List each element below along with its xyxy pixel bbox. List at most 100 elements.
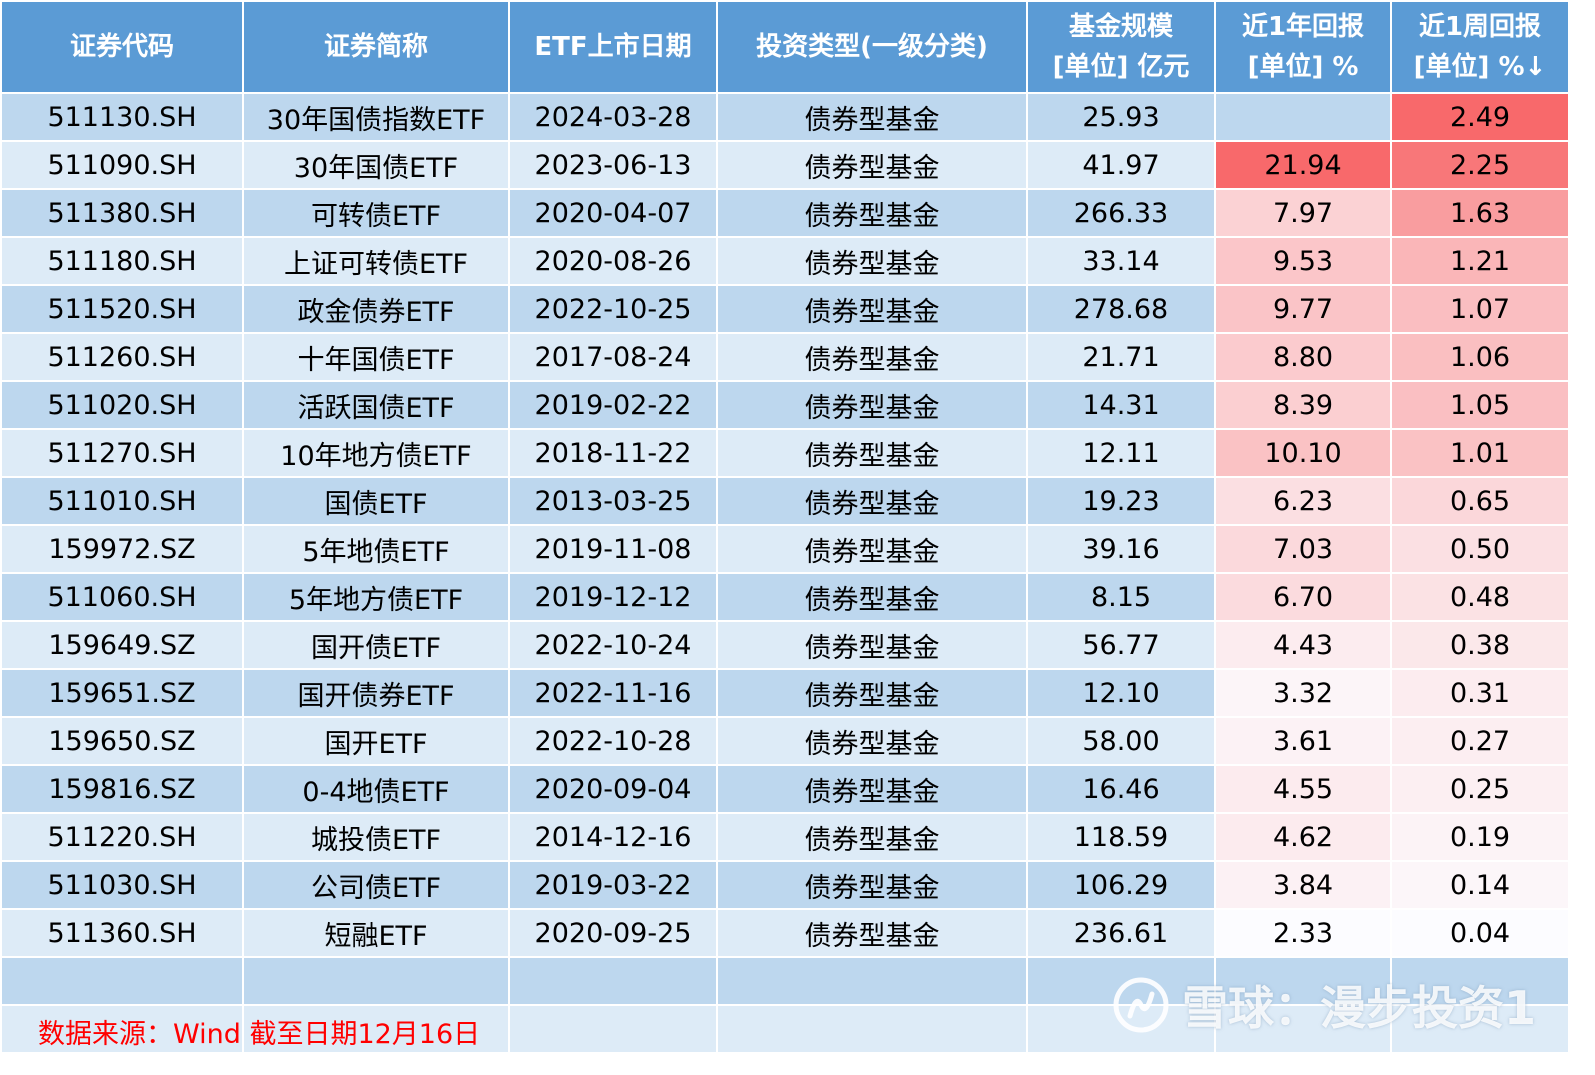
cell-return-1y: 4.43 bbox=[1214, 620, 1392, 670]
cell-scale: 8.15 bbox=[1026, 572, 1216, 622]
cell-return-1w: 2.25 bbox=[1390, 140, 1570, 190]
cell-scale: 16.46 bbox=[1026, 764, 1216, 814]
blank-cell bbox=[508, 1004, 718, 1054]
cell-name: 十年国债ETF bbox=[242, 332, 510, 382]
cell-code: 511030.SH bbox=[0, 860, 244, 910]
table-row: 159651.SZ 国开债券ETF 2022-11-16 债券型基金 12.10 3.32… bbox=[0, 668, 1570, 718]
cell-date: 2022-10-28 bbox=[508, 716, 718, 766]
cell-type: 债券型基金 bbox=[716, 524, 1028, 574]
cell-date: 2024-03-28 bbox=[508, 92, 718, 142]
blank-cell bbox=[716, 1004, 1028, 1054]
cell-scale: 106.29 bbox=[1026, 860, 1216, 910]
cell-return-1y: 9.53 bbox=[1214, 236, 1392, 286]
blank-cell bbox=[1390, 956, 1570, 1006]
cell-scale: 39.16 bbox=[1026, 524, 1216, 574]
cell-code: 511260.SH bbox=[0, 332, 244, 382]
cell-name: 上证可转债ETF bbox=[242, 236, 510, 286]
table-row: 511360.SH 短融ETF 2020-09-25 债券型基金 236.61 2.33 0… bbox=[0, 908, 1570, 958]
blank-row bbox=[0, 956, 1570, 1006]
cell-name: 5年地方债ETF bbox=[242, 572, 510, 622]
cell-code: 511220.SH bbox=[0, 812, 244, 862]
cell-return-1w: 0.65 bbox=[1390, 476, 1570, 526]
table-row: 159650.SZ 国开ETF 2022-10-28 债券型基金 58.00 3.61 0.… bbox=[0, 716, 1570, 766]
watermark: 雪球：漫步投资1 bbox=[1112, 970, 1536, 1040]
cell-return-1y: 3.61 bbox=[1214, 716, 1392, 766]
cell-date: 2019-02-22 bbox=[508, 380, 718, 430]
cell-type: 债券型基金 bbox=[716, 620, 1028, 670]
cell-name: 0-4地债ETF bbox=[242, 764, 510, 814]
table-row: 159816.SZ 0-4地债ETF 2020-09-04 债券型基金 16.46 4.5… bbox=[0, 764, 1570, 814]
cell-type: 债券型基金 bbox=[716, 284, 1028, 334]
blank-row bbox=[0, 1004, 1570, 1054]
cell-name: 短融ETF bbox=[242, 908, 510, 958]
cell-code: 511060.SH bbox=[0, 572, 244, 622]
header-row: 证券代码 证券简称 ETF上市日期 投资类型(一级分类) 基金规模 [单位] 亿… bbox=[0, 0, 1570, 94]
table-row: 511260.SH 十年国债ETF 2017-08-24 债券型基金 21.71 8.80… bbox=[0, 332, 1570, 382]
cell-scale: 12.11 bbox=[1026, 428, 1216, 478]
cell-date: 2022-10-25 bbox=[508, 284, 718, 334]
blank-cell bbox=[242, 1004, 510, 1054]
watermark-text: 雪球：漫步投资1 bbox=[1182, 981, 1537, 1035]
cell-type: 债券型基金 bbox=[716, 812, 1028, 862]
table-row: 511220.SH 城投债ETF 2014-12-16 债券型基金 118.59 4.62… bbox=[0, 812, 1570, 862]
cell-scale: 25.93 bbox=[1026, 92, 1216, 142]
cell-code: 511380.SH bbox=[0, 188, 244, 238]
cell-return-1y: 6.70 bbox=[1214, 572, 1392, 622]
cell-return-1y: 21.94 bbox=[1214, 140, 1392, 190]
cell-name: 5年地债ETF bbox=[242, 524, 510, 574]
cell-date: 2022-10-24 bbox=[508, 620, 718, 670]
header-return-1y-unit: [单位] % bbox=[1247, 52, 1359, 82]
blank-cell bbox=[716, 956, 1028, 1006]
cell-code: 159816.SZ bbox=[0, 764, 244, 814]
cell-type: 债券型基金 bbox=[716, 764, 1028, 814]
header-code: 证券代码 bbox=[0, 0, 244, 94]
cell-code: 159650.SZ bbox=[0, 716, 244, 766]
blank-cell bbox=[0, 1004, 244, 1054]
cell-return-1y: 4.62 bbox=[1214, 812, 1392, 862]
cell-date: 2019-11-08 bbox=[508, 524, 718, 574]
table-row: 511020.SH 活跃国债ETF 2019-02-22 债券型基金 14.31 8.39… bbox=[0, 380, 1570, 430]
table-body: 511130.SH 30年国债指数ETF 2024-03-28 债券型基金 25.93 2… bbox=[0, 92, 1570, 1054]
table-row: 511030.SH 公司债ETF 2019-03-22 债券型基金 106.29 3.84… bbox=[0, 860, 1570, 910]
cell-name: 公司债ETF bbox=[242, 860, 510, 910]
cell-date: 2019-03-22 bbox=[508, 860, 718, 910]
cell-scale: 266.33 bbox=[1026, 188, 1216, 238]
cell-date: 2020-09-25 bbox=[508, 908, 718, 958]
blank-cell bbox=[1026, 1004, 1216, 1054]
cell-code: 511180.SH bbox=[0, 236, 244, 286]
cell-scale: 41.97 bbox=[1026, 140, 1216, 190]
cell-return-1w: 1.05 bbox=[1390, 380, 1570, 430]
cell-return-1w: 0.19 bbox=[1390, 812, 1570, 862]
cell-code: 511090.SH bbox=[0, 140, 244, 190]
cell-code: 159651.SZ bbox=[0, 668, 244, 718]
cell-return-1w: 0.04 bbox=[1390, 908, 1570, 958]
table-row: 159649.SZ 国开债ETF 2022-10-24 债券型基金 56.77 4.43 0… bbox=[0, 620, 1570, 670]
cell-return-1y: 7.03 bbox=[1214, 524, 1392, 574]
cell-name: 30年国债指数ETF bbox=[242, 92, 510, 142]
xueqiu-logo-icon bbox=[1113, 977, 1169, 1033]
cell-date: 2013-03-25 bbox=[508, 476, 718, 526]
blank-cell bbox=[1214, 1004, 1392, 1054]
cell-type: 债券型基金 bbox=[716, 476, 1028, 526]
cell-scale: 236.61 bbox=[1026, 908, 1216, 958]
cell-code: 511010.SH bbox=[0, 476, 244, 526]
cell-code: 511360.SH bbox=[0, 908, 244, 958]
cell-scale: 278.68 bbox=[1026, 284, 1216, 334]
cell-return-1y: 3.84 bbox=[1214, 860, 1392, 910]
blank-cell bbox=[1214, 956, 1392, 1006]
cell-scale: 19.23 bbox=[1026, 476, 1216, 526]
cell-return-1y: 7.97 bbox=[1214, 188, 1392, 238]
cell-date: 2023-06-13 bbox=[508, 140, 718, 190]
table-row: 511130.SH 30年国债指数ETF 2024-03-28 债券型基金 25.93 2… bbox=[0, 92, 1570, 142]
cell-return-1w: 0.38 bbox=[1390, 620, 1570, 670]
cell-type: 债券型基金 bbox=[716, 572, 1028, 622]
cell-return-1w: 1.63 bbox=[1390, 188, 1570, 238]
cell-return-1w: 0.31 bbox=[1390, 668, 1570, 718]
cell-return-1w: 0.27 bbox=[1390, 716, 1570, 766]
table-row: 511060.SH 5年地方债ETF 2019-12-12 债券型基金 8.15 6.70… bbox=[0, 572, 1570, 622]
header-scale-title: 基金规模 bbox=[1068, 12, 1173, 42]
cell-type: 债券型基金 bbox=[716, 332, 1028, 382]
cell-name: 30年国债ETF bbox=[242, 140, 510, 190]
cell-type: 债券型基金 bbox=[716, 236, 1028, 286]
cell-return-1w: 1.21 bbox=[1390, 236, 1570, 286]
